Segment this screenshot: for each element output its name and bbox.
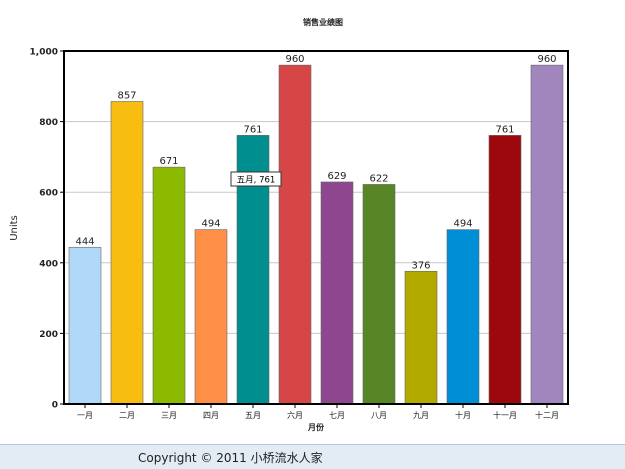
y-axis-label: Units (9, 215, 20, 241)
bars (68, 64, 564, 405)
y-tick-label: 0 (52, 401, 58, 411)
y-axis-ticks: 0 200 400 600 800 1,000 (30, 48, 64, 411)
data-label: 622 (369, 173, 388, 184)
y-tick-label: 800 (39, 118, 58, 128)
x-tick-label: 六月 (287, 410, 303, 420)
data-label: 494 (201, 219, 220, 230)
x-tick-label: 七月 (329, 411, 345, 420)
y-tick-label: 1,000 (30, 48, 58, 58)
bar (68, 246, 102, 405)
bar (320, 181, 354, 405)
gridlines (64, 121, 568, 334)
x-tick-label: 五月 (245, 411, 261, 420)
bar (194, 229, 228, 405)
data-label: 857 (117, 90, 136, 101)
data-label: 761 (495, 124, 514, 135)
bar (362, 184, 396, 405)
x-tick-label: 八月 (371, 411, 387, 420)
bar (488, 135, 522, 405)
data-label: 629 (327, 171, 346, 182)
bar (278, 64, 312, 405)
bar (404, 270, 438, 405)
x-tick-label: 四月 (203, 411, 219, 420)
copyright-text: Copyright © 2011 小桥流水人家 (138, 451, 323, 465)
x-tick-label: 三月 (161, 411, 177, 420)
data-label: 960 (285, 54, 304, 65)
tooltip-text: 五月, 761 (237, 176, 276, 186)
x-tick-label: 十月 (455, 410, 471, 420)
plot-frame (63, 50, 569, 405)
data-label: 494 (453, 219, 472, 230)
bar (152, 166, 186, 405)
data-label: 960 (537, 54, 556, 65)
data-label: 671 (159, 156, 178, 167)
y-tick-label: 600 (39, 189, 58, 199)
x-tick-label: 十一月 (493, 410, 517, 420)
bar-tooltip: 五月, 761 (230, 171, 282, 187)
x-tick-label: 二月 (119, 411, 135, 420)
x-axis-label: 月份 (307, 422, 325, 432)
y-tick-label: 200 (39, 330, 58, 340)
data-labels: 444 857 671 494 761 960 629 622 376 494 761 960 (75, 54, 556, 271)
y-tick-label: 400 (39, 259, 58, 269)
chart-title: 销售业绩图 (303, 17, 343, 27)
page-footer: Copyright © 2011 小桥流水人家 (0, 444, 625, 469)
bar (530, 64, 564, 405)
data-label: 444 (75, 236, 94, 247)
tooltip-box (230, 171, 282, 187)
x-tick-label: 一月 (77, 411, 93, 420)
sales-bar-chart: 销售业绩图 444 857 671 494 761 960 629 622 376 494 761 9… (9, 17, 569, 432)
x-tick-label: 九月 (413, 411, 429, 420)
x-tick-label: 十二月 (535, 410, 559, 420)
bar (446, 229, 480, 405)
bar (110, 101, 144, 405)
x-axis-ticks: 一月 二月 三月 四月 五月 六月 七月 八月 九月 十月 十一月 十二月 (77, 404, 559, 420)
data-label: 761 (243, 124, 262, 135)
data-label: 376 (411, 260, 430, 271)
